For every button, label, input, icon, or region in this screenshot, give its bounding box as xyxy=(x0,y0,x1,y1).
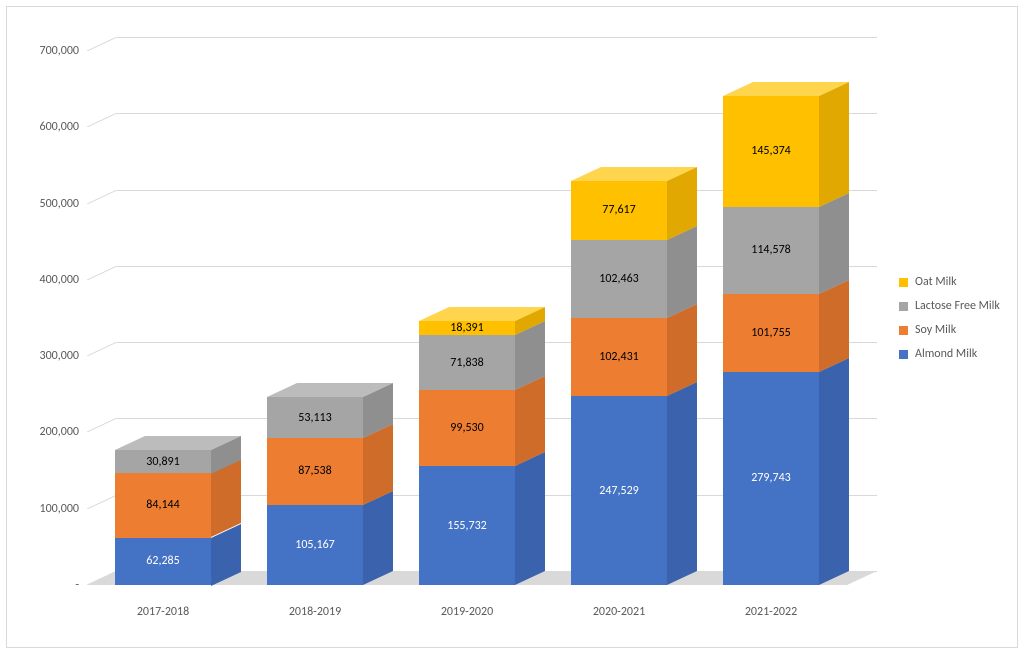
bar-2020-2021: 247,529 102,431 102,463 77,617 xyxy=(571,37,667,585)
legend: Oat Milk Lactose Free Milk Soy Milk Almond … xyxy=(899,275,1000,361)
seg-soy: 87,538 xyxy=(267,438,363,505)
seg-almond: 247,529 xyxy=(571,396,667,585)
seg-soy: 99,530 xyxy=(419,390,515,466)
seg-lactose: 30,891 xyxy=(115,450,211,474)
seg-side-almond xyxy=(819,358,849,585)
seg-side-soy xyxy=(819,280,849,372)
data-label: 53,113 xyxy=(298,411,331,425)
seg-side-lactose xyxy=(819,193,849,294)
data-label: 84,144 xyxy=(146,498,179,512)
y-tick-label: 500,000 xyxy=(40,197,80,211)
y-tick-label: 200,000 xyxy=(40,425,80,439)
x-tick-label: 2021-2022 xyxy=(745,605,797,619)
seg-side-soy xyxy=(363,424,393,505)
bar-2021-2022: 279,743 101,755 114,578 145,374 xyxy=(723,37,819,585)
legend-label: Almond Milk xyxy=(915,347,977,361)
data-label: 62,285 xyxy=(146,554,179,568)
y-tick-label: 100,000 xyxy=(40,502,80,516)
x-tick-label: 2017-2018 xyxy=(137,605,189,619)
bar-top xyxy=(571,167,697,181)
gridline-depth xyxy=(87,37,117,51)
data-label: 105,167 xyxy=(295,538,335,552)
seg-side-soy xyxy=(515,376,545,466)
x-tick-label: 2020-2021 xyxy=(593,605,645,619)
bar-top xyxy=(723,82,849,96)
y-tick-label: 400,000 xyxy=(40,273,80,287)
gridline-depth xyxy=(87,571,117,585)
data-label: 155,732 xyxy=(447,519,487,533)
legend-item-soy: Soy Milk xyxy=(899,323,1000,337)
data-label: 247,529 xyxy=(599,484,639,498)
gridline-depth xyxy=(87,342,117,356)
seg-soy: 84,144 xyxy=(115,473,211,537)
data-label: 99,530 xyxy=(450,421,483,435)
gridline-depth xyxy=(87,113,117,127)
y-tick-label: 300,000 xyxy=(40,349,80,363)
data-label: 77,617 xyxy=(602,203,635,217)
y-tick-label: - xyxy=(75,578,79,592)
plot-area: -100,000200,000300,000400,000500,000600,… xyxy=(87,37,877,585)
bar-2017-2018: 62,285 84,144 30,891 xyxy=(115,37,211,585)
seg-almond: 155,732 xyxy=(419,466,515,585)
seg-almond: 105,167 xyxy=(267,505,363,585)
legend-label: Oat Milk xyxy=(915,275,957,289)
seg-side-almond xyxy=(363,491,393,585)
legend-swatch xyxy=(899,350,908,359)
data-label: 102,431 xyxy=(599,350,639,364)
seg-soy: 102,431 xyxy=(571,318,667,396)
chart-frame: - 100,000 200,000 300,000 400,000 500,000 600,… xyxy=(6,6,1018,648)
seg-side-almond xyxy=(667,382,697,585)
bar-top xyxy=(419,307,545,321)
legend-label: Lactose Free Milk xyxy=(915,299,1000,313)
seg-almond: 279,743 xyxy=(723,372,819,585)
seg-side-soy xyxy=(667,304,697,396)
bar-top xyxy=(267,383,393,397)
seg-side-oat xyxy=(819,82,849,207)
seg-side-lactose xyxy=(667,226,697,318)
data-label: 87,538 xyxy=(298,464,331,478)
data-label: 101,755 xyxy=(751,326,791,340)
legend-label: Soy Milk xyxy=(915,323,956,337)
gridline-depth xyxy=(87,266,117,280)
y-tick-label: 600,000 xyxy=(40,120,80,134)
data-label: 114,578 xyxy=(751,243,791,257)
data-label: 71,838 xyxy=(450,356,483,370)
legend-item-almond: Almond Milk xyxy=(899,347,1000,361)
bar-2019-2020: 155,732 99,530 71,838 18,391 xyxy=(419,37,515,585)
data-label: 18,391 xyxy=(450,321,483,335)
gridline-depth xyxy=(87,190,117,204)
data-label: 30,891 xyxy=(146,455,179,469)
bar-top xyxy=(115,436,241,450)
seg-side-almond xyxy=(515,452,545,585)
seg-soy: 101,755 xyxy=(723,294,819,372)
y-tick-label: 700,000 xyxy=(40,44,80,58)
gridline-depth xyxy=(87,495,117,509)
legend-swatch xyxy=(899,278,908,287)
legend-item-lactose: Lactose Free Milk xyxy=(899,299,1000,313)
legend-swatch xyxy=(899,326,908,335)
data-label: 279,743 xyxy=(751,471,791,485)
seg-lactose: 71,838 xyxy=(419,335,515,390)
seg-lactose: 114,578 xyxy=(723,207,819,294)
seg-lactose: 53,113 xyxy=(267,397,363,438)
seg-oat: 145,374 xyxy=(723,96,819,207)
seg-oat: 77,617 xyxy=(571,181,667,240)
gridline-depth xyxy=(87,418,117,432)
data-label: 102,463 xyxy=(599,272,639,286)
bar-2018-2019: 105,167 87,538 53,113 xyxy=(267,37,363,585)
seg-lactose: 102,463 xyxy=(571,240,667,318)
data-label: 145,374 xyxy=(751,144,791,158)
x-tick-label: 2019-2020 xyxy=(441,605,493,619)
legend-swatch xyxy=(899,302,908,311)
seg-almond: 62,285 xyxy=(115,538,211,586)
x-tick-label: 2018-2019 xyxy=(289,605,341,619)
legend-item-oat: Oat Milk xyxy=(899,275,1000,289)
seg-oat: 18,391 xyxy=(419,321,515,335)
